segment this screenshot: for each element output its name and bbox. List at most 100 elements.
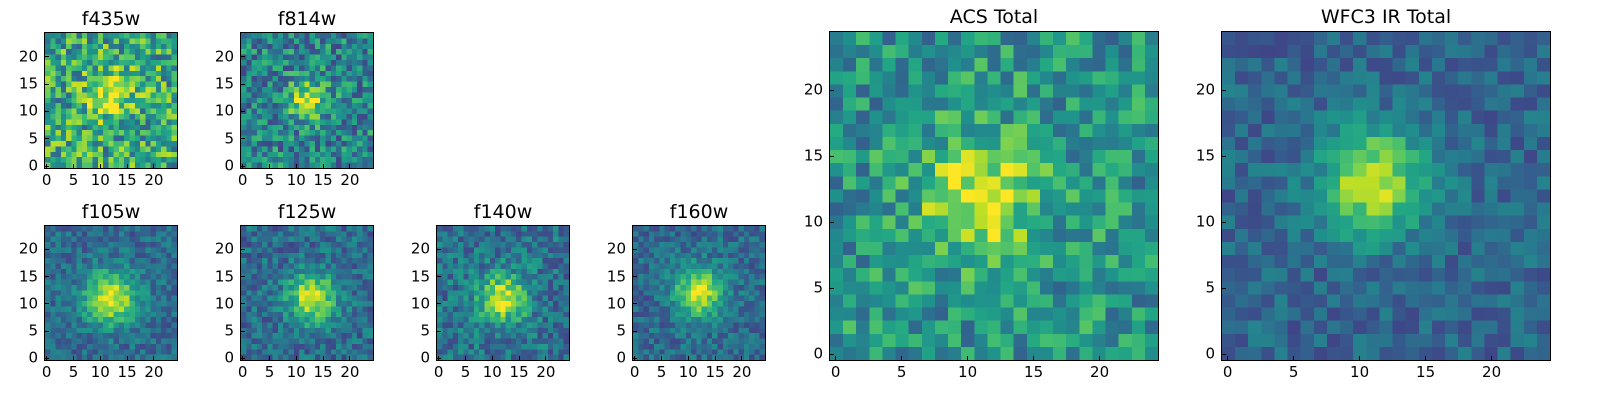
y-tick-label: 0	[224, 348, 234, 367]
x-tick-label: 15	[509, 363, 529, 381]
y-tick-label: 5	[813, 278, 823, 297]
image-plot	[240, 225, 374, 361]
y-tick-label: 5	[616, 321, 626, 340]
y-tick-mark	[240, 165, 245, 167]
x-tick-mark	[126, 356, 128, 361]
x-tick-label: 20	[1482, 363, 1502, 381]
pixel-map	[633, 226, 765, 360]
x-tick-label: 0	[433, 363, 444, 381]
y-tick-label: 0	[420, 348, 430, 367]
y-tick-mark	[240, 138, 245, 140]
x-tick-label: 15	[117, 171, 137, 189]
panel-f435w: f435w 0 5 10 15 20 0 5 10 15 20	[19, 8, 178, 188]
panel-f814w: f814w 0 5 10 15 20 0 5 10 15 20	[215, 8, 374, 188]
y-tick-label: 0	[616, 348, 626, 367]
panel-title: f105w	[81, 201, 141, 223]
image-plot	[436, 225, 570, 361]
y-tick-label: 0	[28, 156, 38, 175]
x-tick-label: 20	[340, 171, 360, 189]
x-tick-mark	[99, 356, 101, 361]
x-tick-mark	[126, 164, 128, 169]
x-tick-mark	[714, 356, 716, 361]
y-tick-label: 5	[224, 129, 234, 148]
x-tick-label: 15	[705, 363, 725, 381]
panel-title: f125w	[277, 201, 337, 223]
x-tick-label: 10	[90, 363, 110, 381]
y-tick-label: 15	[606, 267, 626, 286]
y-tick-label: 5	[28, 129, 38, 148]
y-tick-label: 0	[28, 348, 38, 367]
y-tick-mark	[240, 248, 245, 250]
x-tick-label: 15	[1024, 363, 1044, 381]
y-tick-mark	[44, 276, 49, 278]
x-tick-label: 5	[68, 171, 79, 189]
x-tick-label: 5	[68, 363, 79, 381]
y-tick-label: 5	[1205, 278, 1215, 297]
pixel-map	[45, 226, 177, 360]
y-tick-label: 20	[214, 239, 234, 258]
y-tick-label: 15	[1195, 146, 1215, 165]
y-tick-mark	[240, 276, 245, 278]
panel-f160w: f160w 0 5 10 15 20 0 5 10 15 20	[607, 201, 766, 380]
y-tick-mark	[44, 330, 49, 332]
x-tick-mark	[322, 356, 324, 361]
x-tick-mark	[295, 356, 297, 361]
x-tick-label: 20	[536, 363, 556, 381]
y-tick-mark	[436, 357, 441, 359]
y-tick-mark	[44, 56, 49, 58]
x-tick-label: 0	[237, 171, 248, 189]
y-tick-label: 15	[214, 74, 234, 93]
x-tick-mark	[295, 164, 297, 169]
image-plot	[1221, 31, 1551, 361]
panel-f105w: f105w 0 5 10 15 20 0 5 10 15 20	[19, 201, 178, 380]
x-tick-mark	[901, 356, 903, 361]
y-tick-label: 5	[420, 321, 430, 340]
x-tick-label: 5	[1288, 363, 1299, 381]
image-plot	[632, 225, 766, 361]
pixel-map	[830, 32, 1158, 360]
x-tick-mark	[72, 164, 74, 169]
y-tick-mark	[44, 138, 49, 140]
x-tick-label: 0	[237, 363, 248, 381]
x-tick-mark	[99, 164, 101, 169]
panel-title: f140w	[473, 201, 533, 223]
y-tick-label: 20	[606, 239, 626, 258]
x-tick-label: 5	[264, 171, 275, 189]
x-tick-label: 10	[1350, 363, 1370, 381]
y-tick-mark	[632, 248, 637, 250]
x-tick-label: 5	[460, 363, 471, 381]
x-tick-mark	[687, 356, 689, 361]
y-tick-mark	[1221, 353, 1226, 355]
y-tick-label: 15	[803, 146, 823, 165]
x-tick-mark	[268, 164, 270, 169]
x-tick-mark	[153, 356, 155, 361]
x-tick-label: 10	[958, 363, 978, 381]
y-tick-label: 10	[410, 294, 430, 313]
y-tick-mark	[240, 330, 245, 332]
y-tick-mark	[632, 330, 637, 332]
pixel-map	[437, 226, 569, 360]
y-tick-mark	[44, 110, 49, 112]
y-tick-mark	[44, 165, 49, 167]
y-tick-label: 10	[1195, 212, 1215, 231]
y-tick-label: 10	[214, 101, 234, 120]
x-tick-label: 20	[1090, 363, 1110, 381]
x-tick-mark	[741, 356, 743, 361]
x-tick-label: 10	[90, 171, 110, 189]
panel-title: f435w	[81, 8, 141, 30]
y-tick-mark	[240, 83, 245, 85]
y-tick-mark	[829, 221, 834, 223]
x-tick-label: 0	[1222, 363, 1233, 381]
y-tick-label: 20	[18, 47, 38, 66]
x-tick-label: 0	[629, 363, 640, 381]
x-tick-label: 15	[313, 363, 333, 381]
x-tick-mark	[322, 164, 324, 169]
x-tick-label: 0	[41, 171, 52, 189]
y-tick-mark	[240, 303, 245, 305]
x-tick-label: 5	[264, 363, 275, 381]
x-tick-label: 5	[656, 363, 667, 381]
panel-title: WFC3 IR Total	[1320, 6, 1452, 28]
x-tick-mark	[1099, 356, 1101, 361]
x-tick-mark	[491, 356, 493, 361]
y-tick-mark	[240, 56, 245, 58]
